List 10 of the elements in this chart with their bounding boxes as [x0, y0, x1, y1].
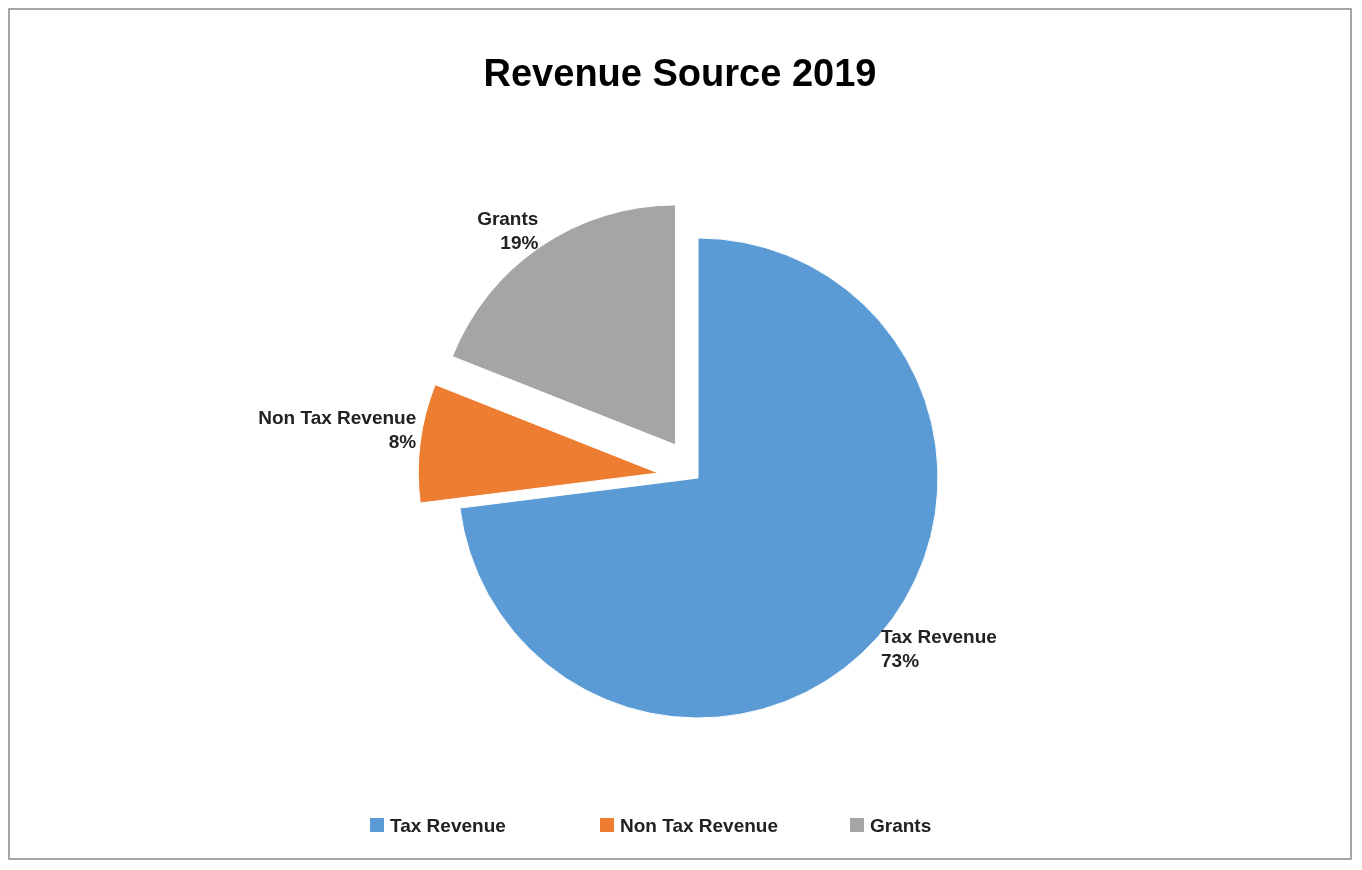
chart-title: Revenue Source 2019 — [483, 52, 877, 94]
legend-label: Tax Revenue — [390, 815, 506, 836]
slice-label: Non Tax Revenue — [258, 407, 417, 429]
slice-label: Grants — [477, 208, 539, 230]
slice-label: Tax Revenue — [881, 626, 997, 648]
data-label: 19% — [500, 232, 539, 254]
data-label: 8% — [388, 431, 417, 453]
legend-label: Grants — [870, 815, 932, 836]
legend-label: Non Tax Revenue — [620, 815, 779, 836]
data-label: 73% — [881, 650, 920, 672]
